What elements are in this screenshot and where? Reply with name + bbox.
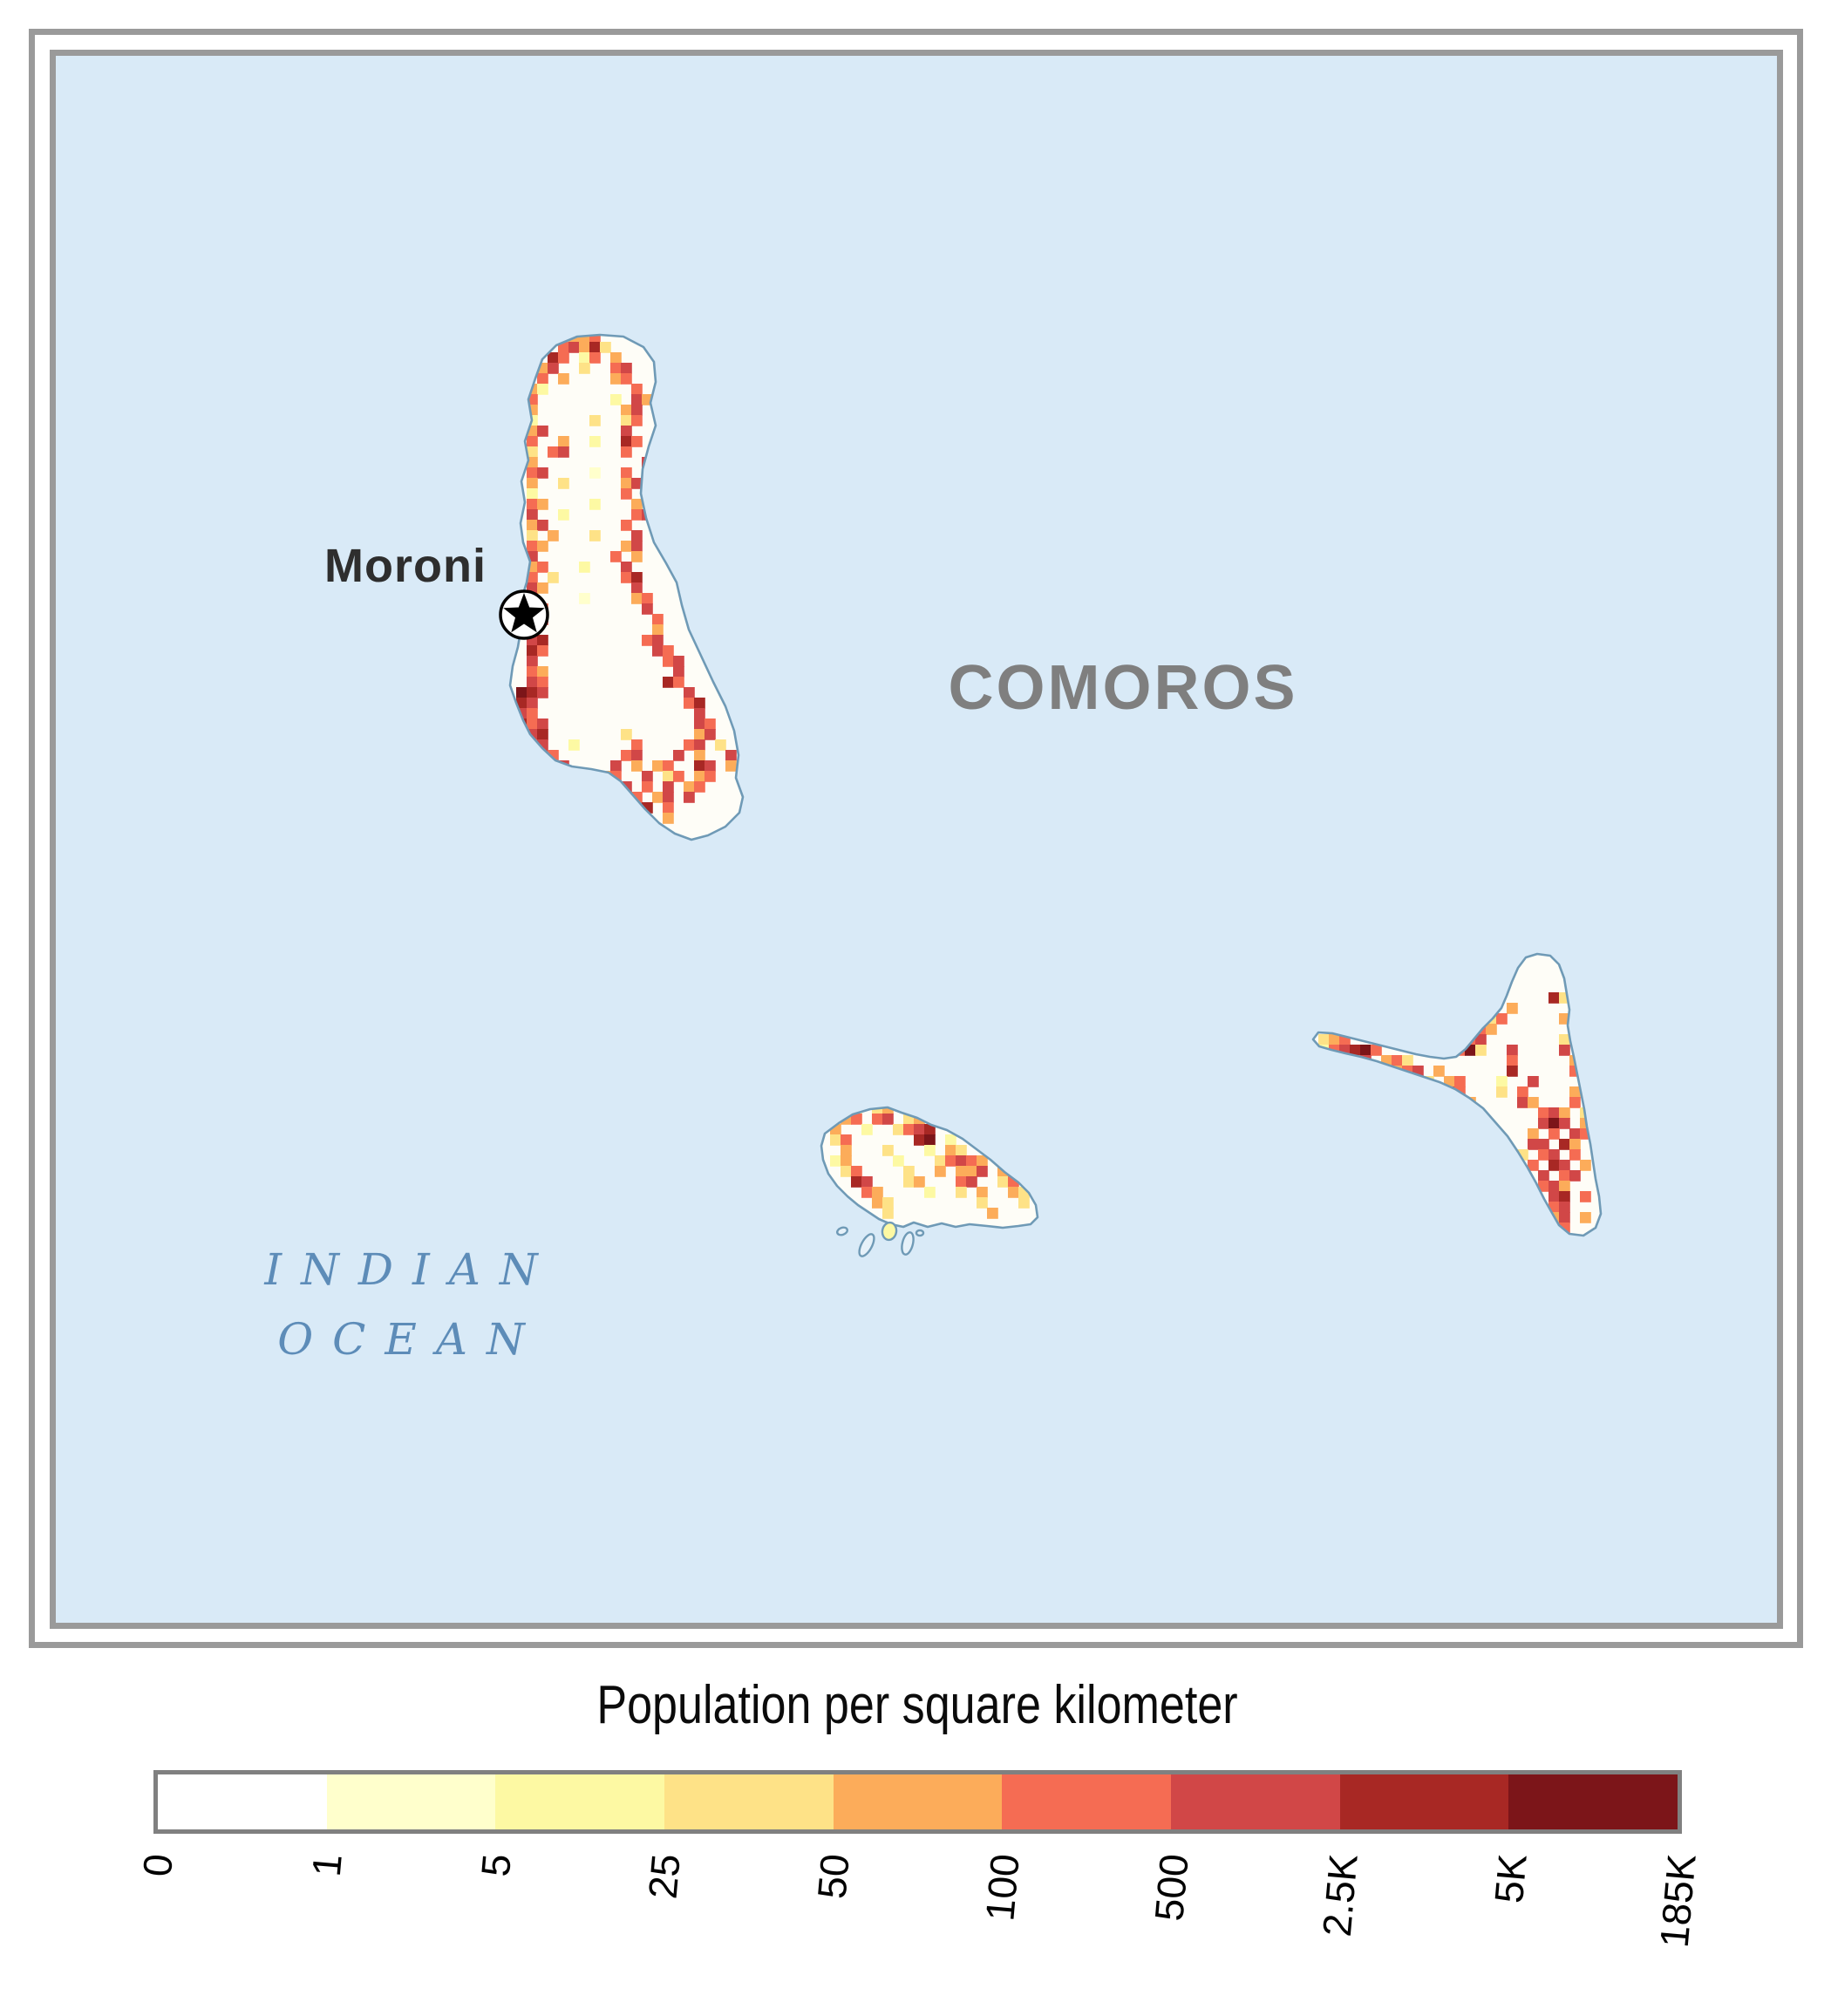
island-grande-comore (508, 333, 745, 841)
legend-tick-5K: 5K (1485, 1852, 1535, 1905)
island-grande-comore-coastline (508, 333, 745, 841)
colorbar-segment-5 (1002, 1774, 1172, 1829)
capital-city-label: Moroni (324, 540, 487, 592)
legend-tick-185K: 185K (1651, 1852, 1705, 1950)
islet (881, 1221, 898, 1242)
ocean-label-line2: OCEAN (277, 1314, 544, 1365)
colorbar-segment-2 (495, 1774, 665, 1829)
colorbar-segment-0 (158, 1774, 327, 1829)
legend-colorbar (153, 1770, 1682, 1834)
legend-tick-25: 25 (639, 1852, 690, 1901)
ocean-label-line1: INDIAN (264, 1244, 557, 1295)
island-anjouan-coastline (1311, 952, 1603, 1237)
legend-title: Population per square kilometer (596, 1675, 1238, 1735)
map-inner-frame (50, 50, 1783, 1629)
islet (901, 1231, 915, 1256)
country-label: COMOROS (948, 653, 1298, 723)
islet (858, 1233, 875, 1257)
colorbar-segment-8 (1508, 1774, 1678, 1829)
colorbar-segment-4 (833, 1774, 1003, 1829)
legend-tick-500: 500 (1145, 1852, 1197, 1924)
colorbar-segment-1 (326, 1774, 496, 1829)
legend-tick-0: 0 (133, 1852, 181, 1879)
colorbar-segment-6 (1171, 1774, 1340, 1829)
colorbar-segment-7 (1339, 1774, 1509, 1829)
legend-tick-100: 100 (976, 1852, 1028, 1924)
ocean-label: INDIAN OCEAN (188, 1235, 633, 1374)
islet (835, 1226, 849, 1236)
island-moheli-coastline (820, 1106, 1039, 1229)
legend-tick-1: 1 (303, 1852, 351, 1879)
legend-tick-5: 5 (472, 1852, 521, 1879)
legend-tick-50: 50 (808, 1852, 859, 1901)
islet (915, 1229, 925, 1237)
island-moheli (820, 1106, 1039, 1229)
island-anjouan (1311, 952, 1603, 1237)
colorbar-segment-3 (664, 1774, 834, 1829)
legend-tick-2.5K: 2.5K (1313, 1852, 1366, 1938)
capital-star-icon (499, 589, 549, 640)
